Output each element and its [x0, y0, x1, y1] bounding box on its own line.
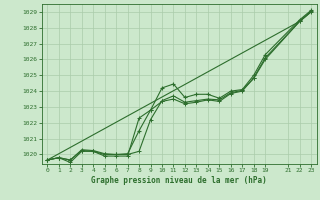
X-axis label: Graphe pression niveau de la mer (hPa): Graphe pression niveau de la mer (hPa)	[91, 176, 267, 185]
